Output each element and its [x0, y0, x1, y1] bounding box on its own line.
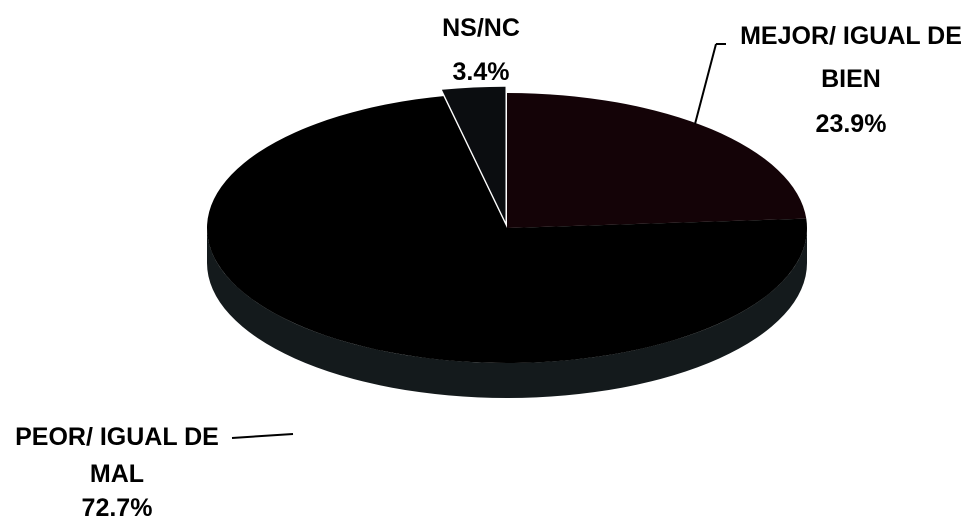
pie-slice-peor [207, 96, 808, 364]
pie-slice-nsnc [441, 86, 506, 222]
slice-label-mejor-line1: MEJOR/ IGUAL DE [740, 22, 962, 50]
pie-side-walls [207, 228, 807, 398]
slice-label-peor-line1: PEOR/ IGUAL DE [15, 423, 219, 451]
leader-line-peor [231, 433, 294, 439]
pie-slice-mejor [507, 93, 807, 228]
slice-value-mejor: 23.9% [816, 110, 887, 138]
slice-value-nsnc: 3.4% [453, 58, 510, 86]
pie-side-peor [207, 228, 807, 398]
slice-label-nsnc: NS/NC [442, 14, 520, 42]
slice-label-peor-line2: MAL [90, 460, 144, 488]
slice-label-mejor-line2: BIEN [821, 65, 881, 93]
slice-value-peor: 72.7% [82, 494, 153, 522]
pie-top-faces [207, 86, 808, 364]
leader-line-mejor [694, 43, 717, 125]
